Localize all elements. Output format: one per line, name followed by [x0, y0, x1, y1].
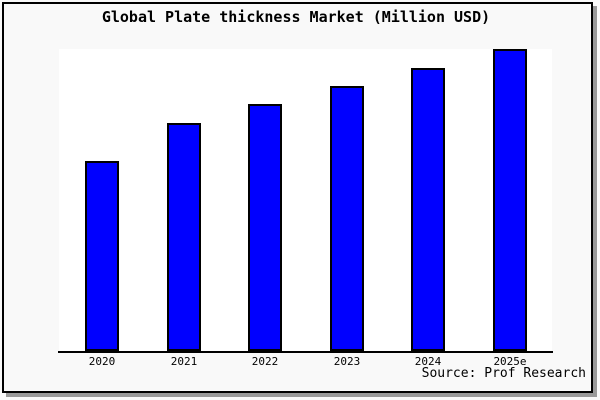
x-tick-2020: 2020	[88, 355, 116, 368]
source-note: Source: Prof Research	[421, 366, 586, 381]
bar-2023	[330, 86, 364, 351]
bar-2025e	[493, 49, 527, 351]
chart-title: Global Plate thickness Market (Million U…	[101, 8, 491, 26]
bar-2024	[411, 68, 445, 351]
x-axis-line	[58, 351, 553, 353]
x-tick-2023: 2023	[333, 355, 361, 368]
bar-2020	[85, 161, 119, 351]
plot-area	[59, 49, 552, 351]
bar-2021	[167, 123, 201, 351]
x-tick-2021: 2021	[170, 355, 198, 368]
x-tick-2022: 2022	[251, 355, 279, 368]
bar-2022	[248, 104, 282, 351]
